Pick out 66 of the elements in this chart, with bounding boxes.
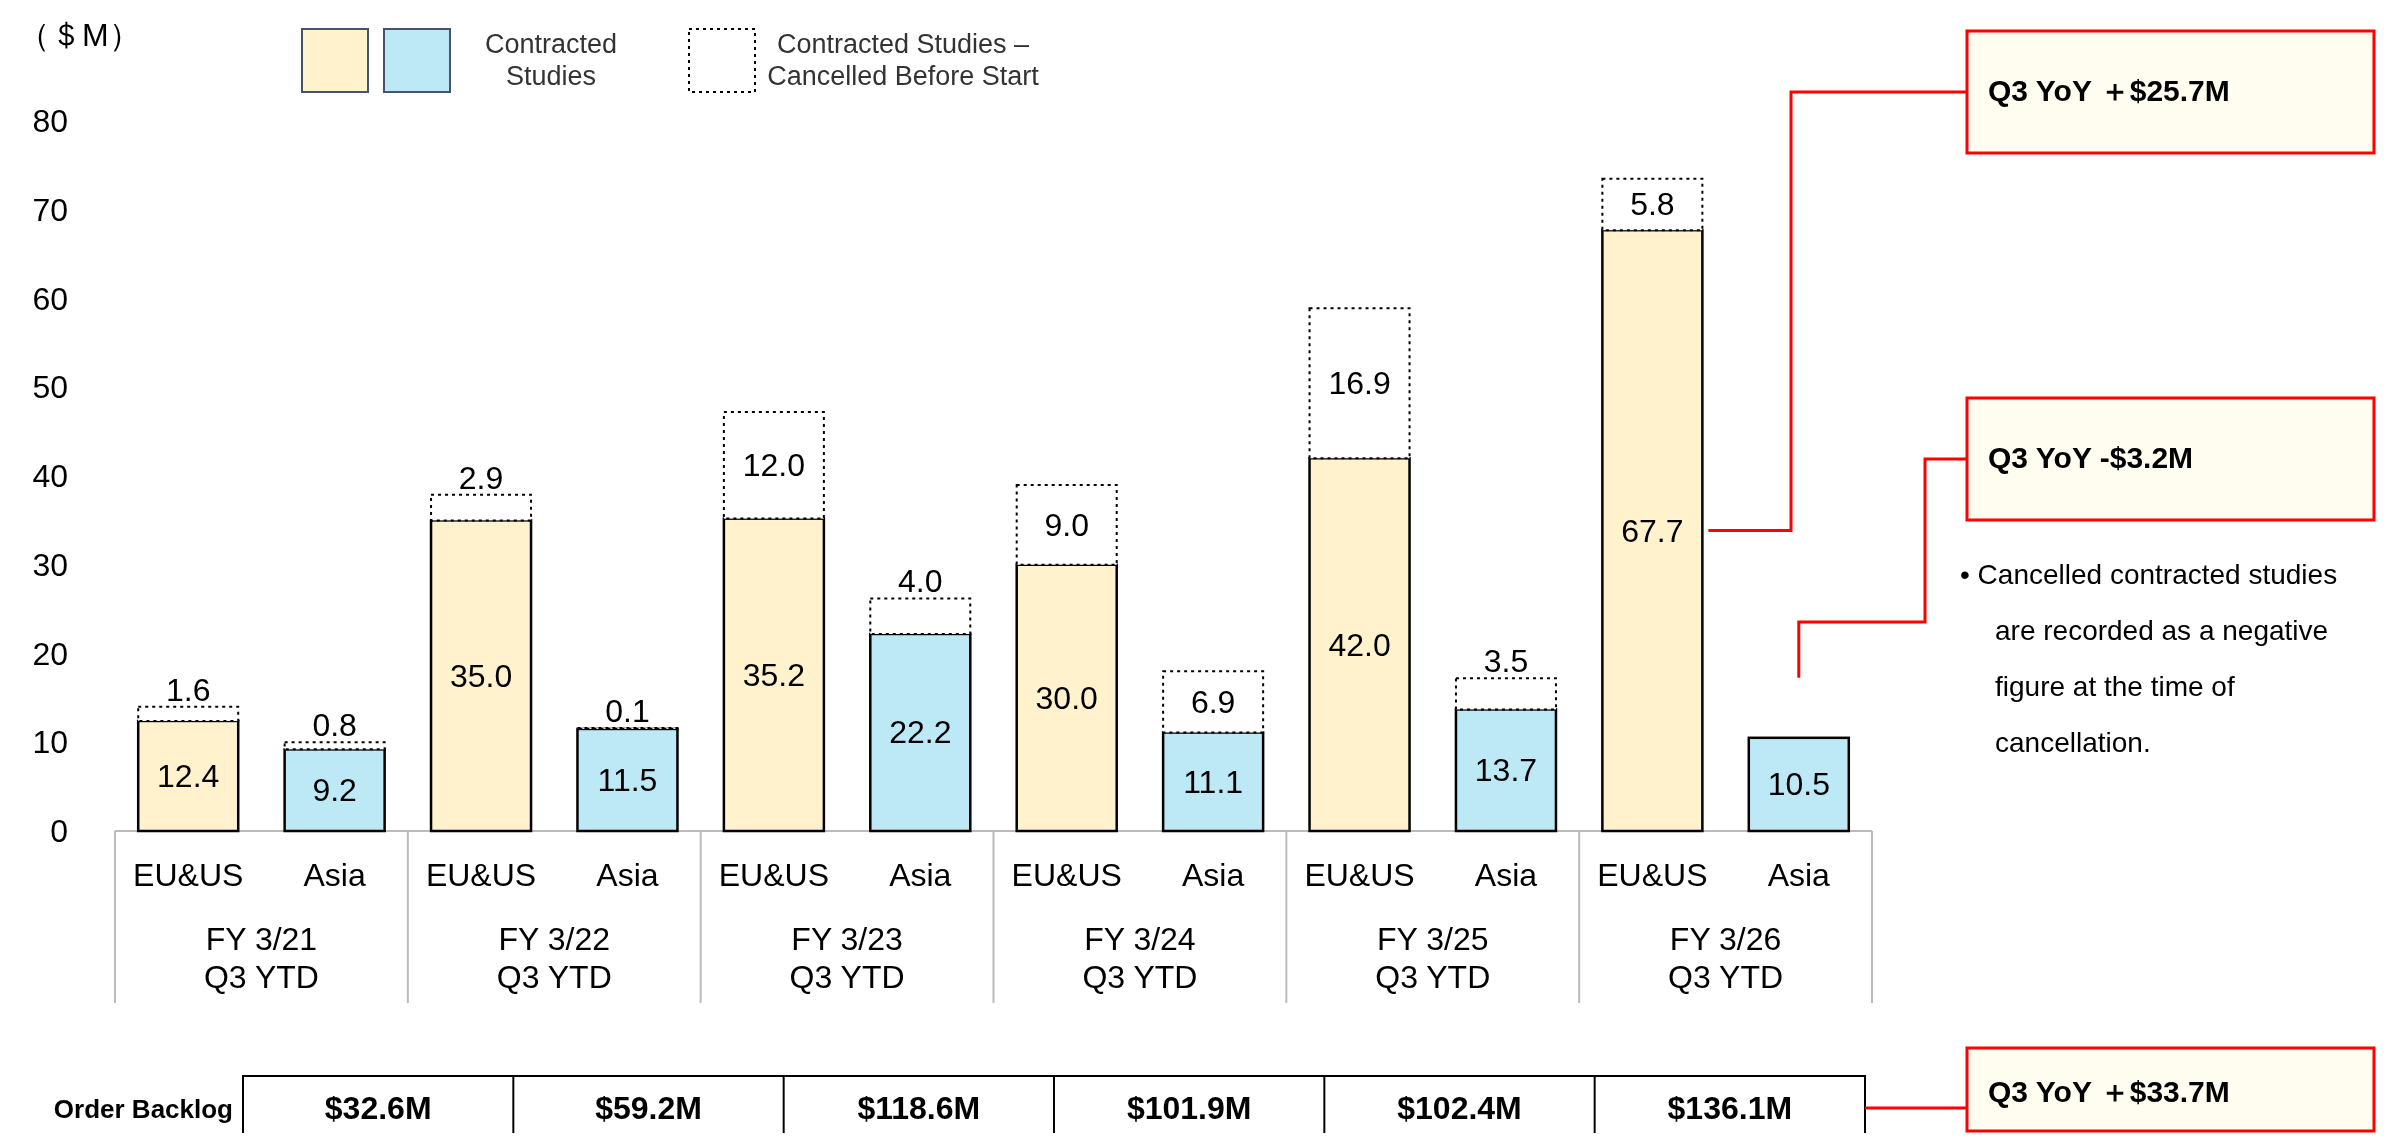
text: Q3 YoY ＋$25.7M — [1988, 74, 2230, 107]
data-label: 9.0 — [1044, 506, 1089, 543]
data-label: 13.7 — [1474, 752, 1538, 789]
x-tick-label: Asia — [889, 857, 952, 893]
y-tick-label: 0 — [50, 813, 68, 849]
data-label: 12.0 — [742, 447, 806, 484]
data-label: 0.1 — [605, 693, 650, 730]
y-tick-label: 50 — [32, 369, 68, 406]
data-label: 9.2 — [312, 772, 357, 809]
data-label: 4.0 — [898, 563, 943, 600]
data-label: 2.9 — [458, 459, 504, 496]
x-tick-label: EU&US — [1304, 857, 1415, 893]
data-label: 35.0 — [449, 657, 513, 694]
text: FY 3/25 Q3 YTD — [1375, 921, 1491, 995]
data-label: 3.5 — [1483, 643, 1529, 680]
data-label: 1.6 — [165, 671, 211, 708]
text: $102.4M — [1397, 1090, 1522, 1126]
data-label: 42.0 — [1328, 626, 1391, 663]
bar — [1747, 736, 1851, 833]
x-tick-label: EU&US — [133, 857, 244, 893]
x-tick-label: Asia — [596, 857, 659, 893]
data-label: 6.9 — [1190, 683, 1236, 720]
x-tick-label: Asia — [303, 857, 366, 893]
data-label: 5.8 — [1630, 186, 1675, 223]
text: FY 3/23 Q3 YTD — [789, 921, 905, 995]
data-label: 35.2 — [742, 656, 806, 693]
legend-label: Contracted Studies — [484, 29, 618, 91]
data-label: 30.0 — [1035, 679, 1098, 716]
x-tick-label: Asia — [1767, 857, 1831, 893]
x-tick-label: EU&US — [718, 857, 829, 893]
y-tick-label: 10 — [32, 724, 68, 761]
y-tick-label: 70 — [32, 191, 68, 228]
y-tick-label: 40 — [32, 458, 68, 494]
text: FY 3/22 Q3 YTD — [496, 921, 612, 995]
text: $136.1M — [1667, 1090, 1793, 1126]
data-label: 0.8 — [312, 707, 357, 744]
y-tick-label: 80 — [32, 103, 68, 139]
y-tick-label: 30 — [32, 546, 68, 583]
bar — [576, 727, 679, 833]
x-tick-label: EU&US — [1011, 857, 1122, 893]
text: FY 3/26 Q3 YTD — [1668, 921, 1784, 995]
text: $118.6M — [857, 1090, 981, 1126]
data-label: 22.2 — [889, 714, 952, 751]
text: Q3 YoY -$3.2M — [1988, 441, 2194, 474]
data-label: 12.4 — [157, 757, 220, 794]
text: • Cancelled contracted studies are recorded as a negative figure at the time of cancellation. — [1960, 559, 2338, 758]
text: $32.6M — [324, 1090, 432, 1126]
x-tick-label: EU&US — [1597, 857, 1708, 893]
text: FY 3/24 Q3 YTD — [1082, 921, 1198, 995]
text: $59.2M — [595, 1090, 702, 1126]
legend-label: Contracted Studies – Cancelled Before Start — [767, 29, 1040, 91]
text: FY 3/21 Q3 YTD — [203, 921, 319, 995]
data-label: 16.9 — [1328, 365, 1391, 402]
text: Q3 YoY ＋$33.7M — [1988, 1075, 2230, 1108]
text: Order Backlog — [53, 1094, 233, 1124]
x-tick-label: Asia — [1182, 857, 1245, 893]
data-label: 11.1 — [1183, 763, 1244, 800]
y-axis-title: （＄M） — [18, 17, 141, 53]
y-tick-label: 60 — [32, 280, 68, 317]
text: $101.9M — [1126, 1090, 1252, 1126]
x-tick-label: Asia — [1474, 857, 1538, 893]
data-label: 11.5 — [597, 761, 658, 798]
y-tick-label: 20 — [32, 635, 68, 672]
x-tick-label: EU&US — [425, 857, 537, 893]
data-label: 67.7 — [1621, 512, 1684, 549]
data-label: 10.5 — [1767, 766, 1830, 803]
